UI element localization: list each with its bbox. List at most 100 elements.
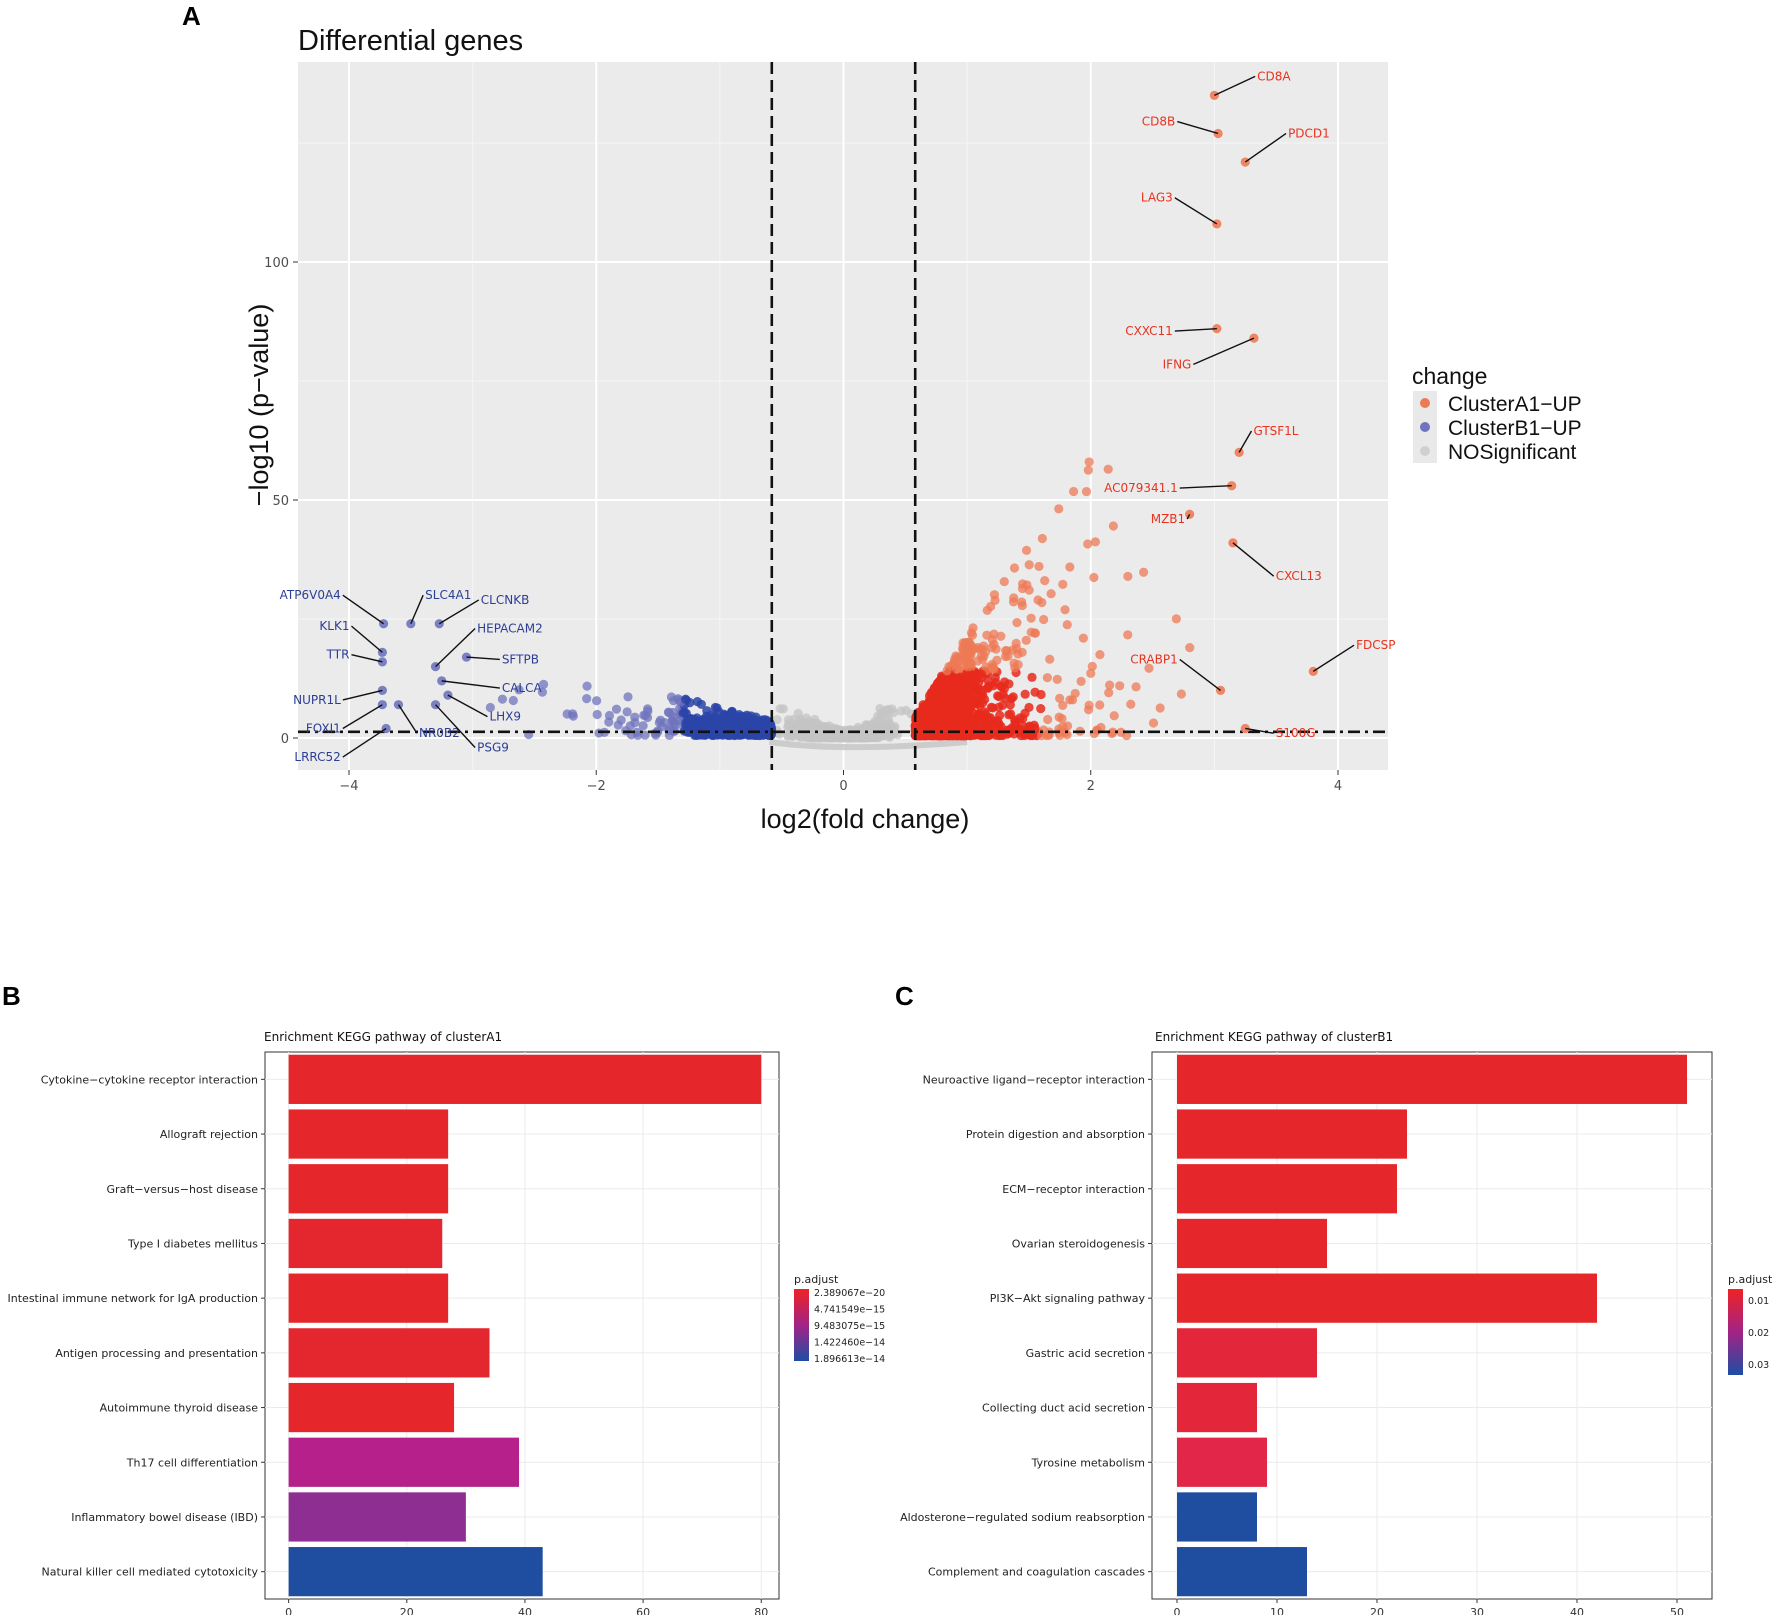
label-connector bbox=[342, 594, 385, 625]
up-point bbox=[952, 711, 962, 721]
ns-point bbox=[810, 714, 820, 725]
gene-label-klk1: KLK1 bbox=[319, 619, 349, 633]
up-point bbox=[977, 644, 988, 654]
up-point bbox=[1000, 693, 1010, 703]
up-point bbox=[989, 590, 1000, 600]
bar bbox=[1177, 1054, 1687, 1104]
up-point bbox=[1062, 730, 1072, 740]
up-point bbox=[1081, 486, 1092, 497]
down-point bbox=[680, 694, 691, 704]
up-point bbox=[1083, 705, 1094, 715]
legend-key-up bbox=[1420, 398, 1430, 408]
label-connector bbox=[342, 689, 383, 701]
up-point bbox=[1024, 560, 1034, 570]
gene-label-fdcsp: FDCSP bbox=[1356, 638, 1395, 652]
down-point bbox=[623, 692, 633, 702]
up-point bbox=[1089, 572, 1099, 583]
up-point bbox=[1039, 614, 1049, 625]
category-label: Collecting duct acid secretion bbox=[982, 1402, 1145, 1415]
label-connector bbox=[1245, 727, 1274, 734]
volcano-threshold-lines bbox=[298, 62, 1388, 770]
up-point bbox=[986, 702, 996, 712]
gene-label-cxxc11: CXXC11 bbox=[1125, 324, 1173, 338]
down-point bbox=[718, 718, 729, 728]
category-label: Graft−versus−host disease bbox=[107, 1183, 259, 1196]
category-label: PI3K−Akt signaling pathway bbox=[990, 1292, 1146, 1305]
down-point bbox=[638, 721, 648, 731]
category-label: Natural killer cell mediated cytotoxicit… bbox=[42, 1566, 259, 1579]
up-point bbox=[940, 708, 950, 718]
down-point bbox=[668, 707, 678, 718]
x-tick-label: 30 bbox=[1470, 1606, 1484, 1615]
up-point bbox=[1037, 533, 1047, 544]
up-point bbox=[940, 680, 950, 690]
x-tick-label: 20 bbox=[1370, 1606, 1384, 1615]
bar bbox=[1177, 1437, 1267, 1487]
legend-title: change bbox=[1412, 363, 1487, 389]
up-point bbox=[968, 623, 978, 633]
category-label: Complement and coagulation cascades bbox=[928, 1566, 1145, 1579]
category-label: Autoimmune thyroid disease bbox=[100, 1402, 259, 1415]
volcano-x-axis-title: log2(fold change) bbox=[761, 804, 970, 834]
category-label: ECM−receptor interaction bbox=[1002, 1183, 1145, 1196]
colorbar-title: p.adjust bbox=[1728, 1273, 1772, 1286]
up-point bbox=[1052, 674, 1062, 684]
panel-letter-b: B bbox=[2, 981, 21, 1011]
up-point bbox=[1021, 545, 1032, 555]
x-tick-label: 2 bbox=[1087, 779, 1095, 794]
down-point bbox=[734, 710, 744, 720]
bar bbox=[1177, 1382, 1257, 1433]
up-point bbox=[1045, 654, 1055, 664]
gene-label-ac079341.1: AC079341.1 bbox=[1104, 481, 1178, 495]
up-point bbox=[1089, 729, 1099, 739]
label-connector bbox=[1174, 327, 1217, 332]
kegg-b1-title: Enrichment KEGG pathway of clusterB1 bbox=[1155, 1030, 1393, 1044]
up-point bbox=[948, 679, 958, 689]
label-connector bbox=[1179, 658, 1221, 691]
x-tick-label: 60 bbox=[636, 1606, 650, 1615]
volcano-axis-ticks: −4 −2 0 2 4 0 50 100 bbox=[264, 256, 1342, 794]
category-label: Th17 cell differentiation bbox=[126, 1456, 258, 1469]
up-point bbox=[1104, 688, 1114, 698]
gene-label-slc4a1: SLC4A1 bbox=[425, 588, 471, 602]
up-point bbox=[1036, 689, 1046, 700]
label-connector bbox=[1193, 337, 1255, 365]
down-point bbox=[604, 710, 615, 721]
gene-label-ttr: TTR bbox=[326, 648, 350, 662]
bar bbox=[1177, 1218, 1327, 1269]
down-point bbox=[514, 685, 524, 695]
bar bbox=[1177, 1328, 1317, 1378]
label-connector bbox=[1232, 542, 1275, 577]
up-point bbox=[1062, 620, 1072, 630]
gene-label-clcnkb: CLCNKB bbox=[481, 593, 530, 607]
up-point bbox=[1116, 727, 1126, 737]
up-point bbox=[921, 700, 931, 711]
up-point bbox=[1011, 638, 1021, 649]
up-point bbox=[1090, 537, 1100, 547]
label-connector bbox=[351, 654, 383, 663]
up-point bbox=[1109, 711, 1119, 721]
up-point bbox=[1105, 680, 1115, 690]
label-connector bbox=[351, 625, 383, 653]
label-connector bbox=[1177, 120, 1219, 135]
up-point bbox=[1058, 579, 1068, 589]
gene-label-nr0b2: NR0B2 bbox=[419, 726, 460, 740]
category-label: Neuroactive ligand−receptor interaction bbox=[923, 1073, 1145, 1086]
up-point bbox=[1126, 699, 1136, 709]
up-point bbox=[914, 707, 924, 717]
down-point bbox=[582, 681, 592, 691]
down-point bbox=[732, 717, 742, 727]
bar bbox=[288, 1218, 443, 1269]
gene-label-crabp1: CRABP1 bbox=[1130, 652, 1178, 666]
gene-label-pdcd1: PDCD1 bbox=[1288, 126, 1330, 140]
kegg-clusterB1-chart: Enrichment KEGG pathway of clusterB1 Neu… bbox=[900, 1030, 1772, 1615]
category-label: Allograft rejection bbox=[160, 1128, 258, 1141]
up-point bbox=[1003, 651, 1013, 661]
bar bbox=[288, 1382, 455, 1433]
colorbar-swatch bbox=[794, 1289, 809, 1361]
x-tick-label: 20 bbox=[400, 1606, 414, 1615]
up-point bbox=[976, 669, 986, 679]
ns-point bbox=[883, 714, 893, 724]
up-point bbox=[1123, 571, 1133, 581]
